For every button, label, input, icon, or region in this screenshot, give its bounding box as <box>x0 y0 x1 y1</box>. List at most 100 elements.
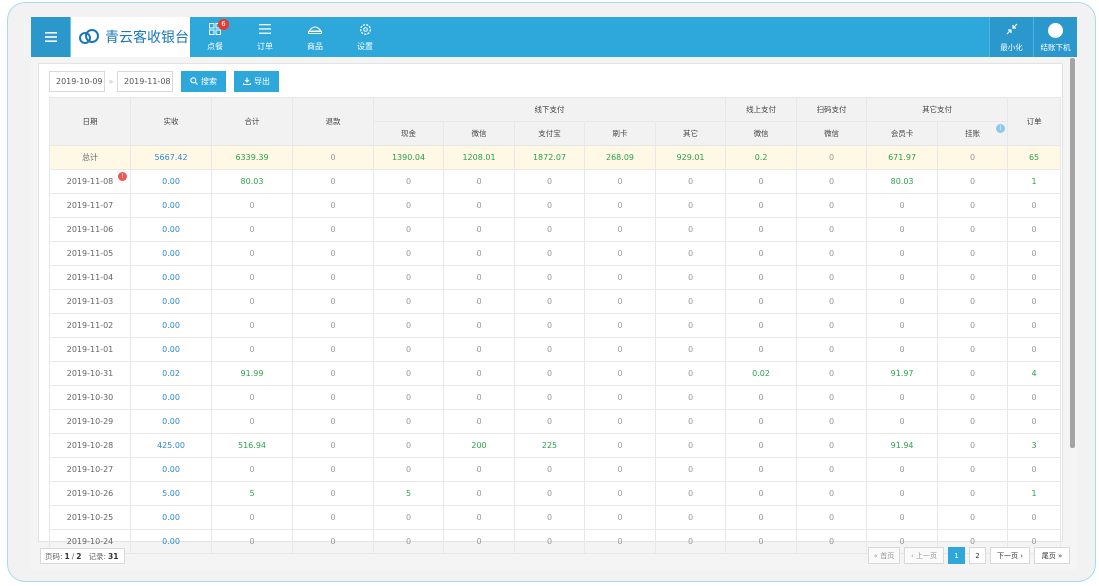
header-received: 实收 <box>130 97 212 146</box>
logout-button[interactable]: 结账下机 <box>1033 17 1077 57</box>
cell-received: 0.02 <box>130 361 212 386</box>
cell-alipay: 0 <box>514 193 585 218</box>
wechat-value: 0 <box>476 465 482 474</box>
wechat-value: 0 <box>476 369 482 378</box>
page-2-button[interactable]: 2 <box>969 547 986 564</box>
minimize-button[interactable]: 最小化 <box>989 17 1033 57</box>
card-value: 0 <box>617 321 623 330</box>
nav-item-settings[interactable]: 设置 <box>340 17 390 57</box>
app-title: 青云客收银台 <box>105 30 189 46</box>
nav-item-orders[interactable]: 订单 <box>240 17 290 57</box>
alipay-value: 225 <box>541 441 558 450</box>
alert-icon[interactable]: ! <box>118 172 127 181</box>
member-card-value: 0 <box>899 393 905 402</box>
cell-date: 2019-11-03 <box>49 289 131 314</box>
orders-value: 0 <box>1031 297 1037 306</box>
cell-date: 2019-11-06 <box>49 217 131 242</box>
wechat-value: 1208.01 <box>462 153 496 162</box>
received-value: 0.00 <box>162 513 180 522</box>
alipay-value: 0 <box>546 297 553 306</box>
next-page-button[interactable]: 下一页 › <box>990 547 1030 564</box>
date-value: 2019-10-24 <box>66 537 114 546</box>
total-value: 0 <box>249 345 255 354</box>
cell-refund: 0 <box>292 289 374 314</box>
cell-orders: 0 <box>1007 241 1062 266</box>
cell-received: 0.00 <box>130 289 212 314</box>
wechat-value: 0 <box>476 273 482 282</box>
vertical-scrollbar[interactable] <box>1070 58 1075 448</box>
orders-value: 0 <box>1031 201 1037 210</box>
scan-wechat-value: 0 <box>829 249 835 258</box>
cell-scan-wechat: 0 <box>796 409 868 434</box>
refund-value: 0 <box>330 297 336 306</box>
cell-wechat: 0 <box>443 241 515 266</box>
cell-received: 0.00 <box>130 169 212 194</box>
total-pages: 2 <box>76 551 82 561</box>
export-button[interactable]: 导出 <box>234 70 279 92</box>
report-panel: 2019-10-09 » 2019-11-08 搜索 导出 日期 实收 <box>38 63 1063 554</box>
prev-page-button[interactable]: ‹ 上一页 <box>904 547 944 564</box>
cell-online-wechat: 0 <box>725 265 798 290</box>
wechat-value: 0 <box>476 225 482 234</box>
cell-refund: 0 <box>292 457 374 482</box>
cell-total: 0 <box>211 385 293 410</box>
member-card-value: 0 <box>899 321 905 330</box>
cell-online-wechat: 0 <box>725 313 798 338</box>
date-value: 2019-10-27 <box>66 465 114 474</box>
cell-credit: 0 <box>937 361 1009 386</box>
cell-cash: 0 <box>373 409 444 434</box>
cell-wechat: 0 <box>443 457 515 482</box>
cell-card: 0 <box>584 265 656 290</box>
menu-toggle-button[interactable] <box>31 17 71 57</box>
wechat-value: 0 <box>476 297 482 306</box>
online-wechat-value: 0 <box>758 465 764 474</box>
search-button[interactable]: 搜索 <box>181 70 226 92</box>
cell-wechat: 0 <box>443 385 515 410</box>
online-wechat-value: 0 <box>758 297 764 306</box>
cell-received: 5.00 <box>130 481 212 506</box>
scan-wechat-value: 0 <box>829 321 835 330</box>
refund-value: 0 <box>330 273 336 282</box>
cell-member-card: 0 <box>866 457 939 482</box>
search-label: 搜索 <box>201 76 217 86</box>
orders-value: 4 <box>1031 369 1037 378</box>
received-value: 0.00 <box>162 417 180 426</box>
other-value: 0 <box>687 249 694 258</box>
orders-value: 0 <box>1031 273 1037 282</box>
cell-total: 0 <box>211 337 293 362</box>
cash-value: 0 <box>405 273 412 282</box>
cell-alipay: 0 <box>514 409 585 434</box>
cell-credit: 0 <box>937 217 1009 242</box>
cell-orders: 0 <box>1007 409 1062 434</box>
end-date-input[interactable]: 2019-11-08 <box>117 70 173 92</box>
orders-value: 0 <box>1031 345 1037 354</box>
cell-scan-wechat: 0 <box>796 481 868 506</box>
nav-item-products[interactable]: 商品 <box>290 17 340 57</box>
card-value: 0 <box>617 513 623 522</box>
total-value: 0 <box>249 417 255 426</box>
cell-credit: 0 <box>937 169 1009 194</box>
info-icon[interactable]: i <box>996 124 1006 133</box>
table-row: 2019-11-05 0.00 0 0 0 0 0 0 0 0 0 0 0 0 <box>49 241 1062 266</box>
first-page-button[interactable]: « 首页 <box>868 547 900 564</box>
date-value: 2019-11-02 <box>66 321 114 330</box>
scan-wechat-value: 0 <box>829 297 835 306</box>
cell-alipay: 0 <box>514 241 585 266</box>
page-1-button[interactable]: 1 <box>948 547 965 564</box>
cell-member-card: 0 <box>866 217 939 242</box>
credit-value: 0 <box>970 489 976 498</box>
start-date-input[interactable]: 2019-10-09 <box>49 70 105 92</box>
orders-value: 0 <box>1031 465 1037 474</box>
last-page-button[interactable]: 尾页 » <box>1034 547 1070 564</box>
cash-value: 0 <box>405 393 412 402</box>
other-value: 0 <box>687 369 694 378</box>
cell-refund: 0 <box>292 145 374 170</box>
cell-total: 0 <box>211 265 293 290</box>
cell-refund: 0 <box>292 193 374 218</box>
table-row: 2019-11-07 0.00 0 0 0 0 0 0 0 0 0 0 0 0 <box>49 193 1062 218</box>
nav-item-order-food[interactable]: 6 点餐 <box>190 17 240 57</box>
cell-received: 0.00 <box>130 193 212 218</box>
cell-scan-wechat: 0 <box>796 145 868 170</box>
records-label: 记录: <box>88 551 107 561</box>
cell-cash: 0 <box>373 265 444 290</box>
